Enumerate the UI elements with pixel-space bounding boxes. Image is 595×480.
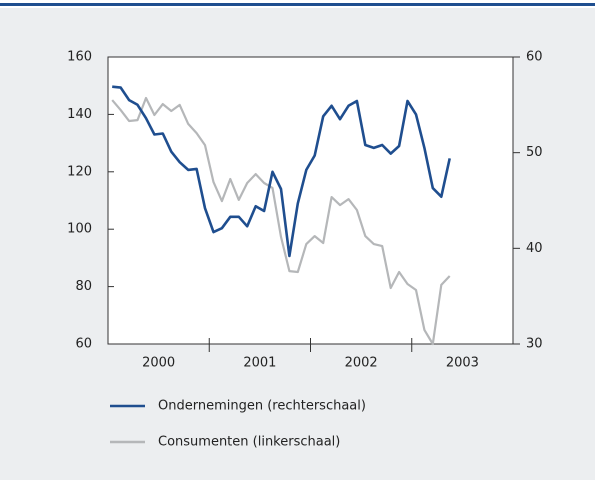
- x-tick-label: 2002: [345, 356, 378, 371]
- legend-label: Consumenten (linkerschaal): [158, 435, 340, 450]
- plot-area: [107, 56, 514, 345]
- x-tick-label: 2003: [446, 356, 479, 371]
- y-tick-label: 100: [67, 222, 92, 237]
- y-tick-label: 120: [67, 164, 92, 179]
- y-tick-label: 140: [67, 107, 92, 122]
- y2-tick-label: 30: [526, 337, 543, 352]
- x-tick-label: 2000: [142, 356, 175, 371]
- series-line: [112, 85, 451, 258]
- y-tick-label: 160: [67, 50, 92, 65]
- series-line: [111, 96, 451, 346]
- x-tick-label: 2001: [243, 356, 276, 371]
- y2-tick-label: 60: [526, 50, 543, 65]
- y2-tick-label: 40: [526, 241, 543, 256]
- y-tick-label: 60: [75, 337, 92, 352]
- y2-tick-label: 50: [526, 145, 543, 160]
- legend-label: Ondernemingen (rechterschaal): [158, 399, 366, 414]
- y-tick-label: 80: [75, 279, 92, 294]
- top-rule: [0, 3, 595, 6]
